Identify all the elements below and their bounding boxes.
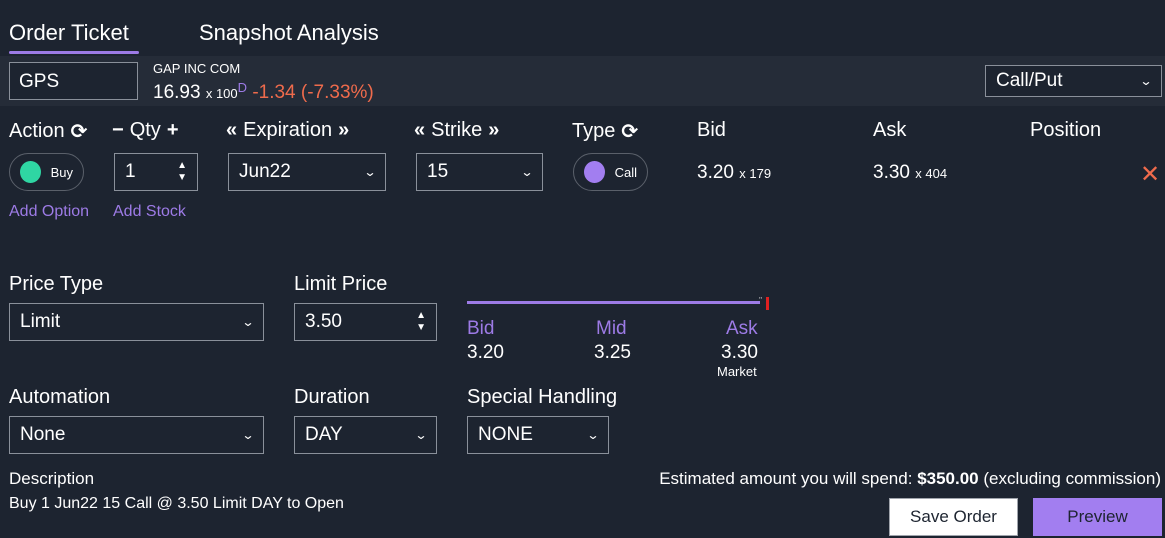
delayed-flag: D xyxy=(237,80,248,95)
chevron-down-icon: ⌄ xyxy=(1139,74,1153,88)
estimated-amount: Estimated amount you will spend: $350.00… xyxy=(659,469,1161,489)
strike-header: « Strike » xyxy=(414,119,499,142)
bid-quote: 3.20 x 179 xyxy=(697,162,771,184)
minus-icon[interactable]: − xyxy=(112,119,124,141)
stepper-arrows-icon[interactable]: ▲ ▼ xyxy=(177,160,187,183)
chevron-down-icon: ⌄ xyxy=(414,428,428,442)
add-option-link[interactable]: Add Option xyxy=(9,203,90,220)
estimate-suffix: (excluding commission) xyxy=(983,469,1161,488)
price-type-value: Limit xyxy=(20,311,61,332)
limit-price-label: Limit Price xyxy=(294,273,388,295)
type-header-label: Type xyxy=(572,120,616,142)
automation-label: Automation xyxy=(9,386,111,408)
add-stock-link[interactable]: Add Stock xyxy=(113,203,186,220)
ask-quote: 3.30 x 404 xyxy=(873,162,947,184)
preview-button[interactable]: Preview xyxy=(1033,498,1162,536)
strategy-select[interactable]: Call/Put ⌄ xyxy=(985,65,1162,97)
chevron-down-icon: ⌄ xyxy=(241,428,255,442)
position-header: Position xyxy=(1030,119,1102,141)
action-value: Buy xyxy=(50,164,73,180)
ask-header: Ask xyxy=(873,119,907,141)
active-tab-indicator xyxy=(9,51,139,54)
tab-snapshot-analysis[interactable]: Snapshot Analysis xyxy=(199,20,379,45)
strategy-select-value: Call/Put xyxy=(996,70,1063,91)
stepper-arrows-icon[interactable]: ▲ ▼ xyxy=(416,310,426,333)
range-tick-marks: '' xyxy=(759,296,763,305)
bid-size: x 179 xyxy=(739,166,772,181)
range-ask-label: Ask xyxy=(726,318,758,339)
estimate-amount: $350.00 xyxy=(917,469,979,488)
expiration-header-label: Expiration xyxy=(243,119,333,141)
estimate-prefix: Estimated amount you will spend: xyxy=(659,469,913,488)
security-name: GAP INC COM xyxy=(153,61,241,76)
bid-price: 3.20 xyxy=(697,162,734,183)
special-handling-select[interactable]: NONE ⌄ xyxy=(467,416,609,454)
qty-header-label: Qty xyxy=(129,119,161,141)
ask-price: 3.30 xyxy=(873,162,910,183)
chevron-down-icon: ⌄ xyxy=(520,165,534,179)
limit-price-stepper[interactable]: 3.50 ▲ ▼ xyxy=(294,303,437,341)
price-change: -1.34 (-7.33%) xyxy=(252,82,374,103)
expiration-value: Jun22 xyxy=(239,161,291,182)
bid-header: Bid xyxy=(697,119,726,141)
price-multiplier: x 100 xyxy=(205,86,238,101)
call-indicator-dot xyxy=(584,161,605,183)
qty-header: − Qty + xyxy=(112,119,179,142)
chevron-down-icon: ⌄ xyxy=(363,165,377,179)
automation-value: None xyxy=(20,424,66,445)
range-bid-value: 3.20 xyxy=(467,342,504,363)
range-mid-label: Mid xyxy=(596,318,627,339)
chevron-down-icon: ⌄ xyxy=(241,315,255,329)
double-chevron-left-icon[interactable]: « xyxy=(226,119,238,141)
price-type-label: Price Type xyxy=(9,273,104,295)
limit-price-marker xyxy=(766,297,769,310)
special-handling-value: NONE xyxy=(478,424,533,445)
price-type-select[interactable]: Limit ⌄ xyxy=(9,303,264,341)
type-toggle[interactable]: Call xyxy=(573,153,648,191)
range-mid-value: 3.25 xyxy=(594,342,631,363)
double-chevron-right-icon[interactable]: » xyxy=(338,119,350,141)
order-description: Buy 1 Jun22 15 Call @ 3.50 Limit DAY to … xyxy=(9,495,344,512)
description-label: Description xyxy=(9,469,95,488)
automation-select[interactable]: None ⌄ xyxy=(9,416,264,454)
qty-value: 1 xyxy=(125,161,136,182)
duration-label: Duration xyxy=(294,386,370,408)
range-bid-label: Bid xyxy=(467,318,495,339)
duration-select[interactable]: DAY ⌄ xyxy=(294,416,437,454)
symbol-input[interactable]: GPS xyxy=(9,62,138,100)
expiration-select[interactable]: Jun22 ⌄ xyxy=(228,153,386,191)
action-header: Action ⟳ xyxy=(9,119,87,144)
strike-value: 15 xyxy=(427,161,449,182)
range-market-label: Market xyxy=(717,364,757,379)
refresh-icon[interactable]: ⟳ xyxy=(621,121,639,143)
buy-indicator-dot xyxy=(20,161,41,183)
ask-size: x 404 xyxy=(915,166,948,181)
double-chevron-right-icon[interactable]: » xyxy=(488,119,500,141)
limit-price-value: 3.50 xyxy=(305,311,342,332)
price-range-bar xyxy=(467,301,760,304)
special-handling-label: Special Handling xyxy=(467,386,618,408)
action-toggle[interactable]: Buy xyxy=(9,153,84,191)
action-header-label: Action xyxy=(9,120,65,142)
type-header: Type ⟳ xyxy=(572,119,638,144)
chevron-down-icon: ⌄ xyxy=(586,428,600,442)
range-ask-value: 3.30 xyxy=(721,342,758,363)
strike-header-label: Strike xyxy=(431,119,483,141)
strike-select[interactable]: 15 ⌄ xyxy=(416,153,543,191)
quote-line: 16.93 x 100D -1.34 (-7.33%) xyxy=(153,80,374,104)
qty-stepper[interactable]: 1 ▲ ▼ xyxy=(114,153,198,191)
duration-value: DAY xyxy=(305,424,343,445)
symbol-bar xyxy=(0,56,1165,106)
save-order-button[interactable]: Save Order xyxy=(889,498,1018,536)
double-chevron-left-icon[interactable]: « xyxy=(414,119,426,141)
expiration-header: « Expiration » xyxy=(226,119,349,142)
plus-icon[interactable]: + xyxy=(166,119,179,141)
remove-leg-icon[interactable]: ✕ xyxy=(1140,161,1161,188)
tab-order-ticket[interactable]: Order Ticket xyxy=(9,20,129,45)
last-price: 16.93 xyxy=(153,82,201,103)
refresh-icon[interactable]: ⟳ xyxy=(70,121,88,143)
type-value: Call xyxy=(614,164,637,180)
